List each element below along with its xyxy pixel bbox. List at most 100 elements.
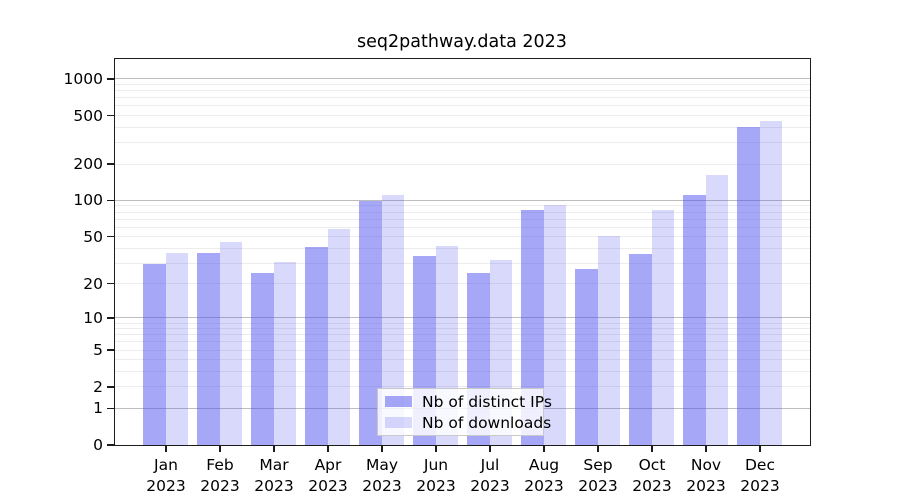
legend-swatch-distinct-ips [385, 396, 412, 407]
x-tick-label: Feb 2023 [188, 455, 252, 497]
x-axis-tick [435, 446, 437, 452]
x-axis-tick [651, 446, 653, 452]
y-gridline-minor [115, 163, 810, 165]
x-tick-label: Aug 2023 [512, 455, 576, 497]
y-gridline-minor [115, 371, 810, 373]
x-tick-label: Sep 2023 [566, 455, 630, 497]
x-tick-year: 2023 [524, 477, 564, 495]
x-tick-month: Feb [206, 456, 234, 474]
y-tick-label: 0 [93, 436, 103, 454]
y-axis-tick [107, 163, 114, 165]
y-gridline-minor [115, 322, 810, 324]
y-tick-label: 1 [93, 399, 103, 418]
y-tick-label: 50 [83, 227, 103, 246]
x-tick-year: 2023 [578, 477, 618, 495]
y-gridline-minor [115, 236, 810, 238]
x-tick-label: Dec 2023 [728, 455, 792, 497]
y-gridline-minor [115, 97, 810, 99]
y-axis-tick [107, 78, 114, 80]
x-tick-year: 2023 [200, 477, 240, 495]
x-tick-year: 2023 [740, 477, 780, 495]
y-gridline-minor [115, 283, 810, 285]
legend-row-distinct-ips: Nb of distinct IPs [385, 393, 552, 411]
y-gridline-minor [115, 142, 810, 144]
bar-distinct-ips-may [359, 200, 382, 445]
x-tick-year: 2023 [308, 477, 348, 495]
y-gridline-major [115, 199, 810, 201]
x-axis-tick [543, 446, 545, 452]
y-gridline-minor [115, 247, 810, 249]
x-tick-year: 2023 [254, 477, 294, 495]
y-gridline-major [115, 78, 810, 80]
y-tick-label: 5 [93, 341, 103, 360]
x-axis-tick [273, 446, 275, 452]
y-tick-label: 2 [93, 377, 103, 396]
y-axis-tick [107, 317, 114, 319]
x-tick-label: May 2023 [350, 455, 414, 497]
x-axis-tick [759, 446, 761, 452]
x-tick-year: 2023 [470, 477, 510, 495]
x-tick-month: Jul [480, 456, 500, 474]
bar-distinct-ips-mar [251, 272, 274, 445]
legend-label-downloads: Nb of downloads [422, 413, 552, 432]
x-axis-tick [381, 446, 383, 452]
bar-downloads-jan [165, 252, 188, 445]
bar-distinct-ips-sep [575, 268, 598, 445]
x-tick-month: Dec [745, 456, 775, 474]
x-axis-tick [327, 446, 329, 452]
x-axis-tick [489, 446, 491, 452]
y-axis-tick [107, 349, 114, 351]
bar-distinct-ips-feb [197, 252, 220, 445]
x-tick-year: 2023 [146, 477, 186, 495]
bar-downloads-nov [705, 174, 728, 445]
y-tick-label: 10 [83, 308, 103, 327]
x-tick-month: Nov [690, 456, 722, 474]
chart-title: seq2pathway.data 2023 [357, 32, 567, 52]
bar-downloads-sep [597, 236, 620, 445]
y-gridline-minor [115, 328, 810, 330]
bar-downloads-may [381, 195, 404, 445]
y-gridline-minor [115, 349, 810, 351]
x-axis-tick [597, 446, 599, 452]
y-gridline-minor [115, 262, 810, 264]
x-tick-month: Oct [638, 456, 666, 474]
bar-distinct-ips-dec [737, 126, 760, 445]
bar-distinct-ips-nov [683, 195, 706, 445]
x-tick-month: Jun [423, 456, 449, 474]
legend: Nb of distinct IPs Nb of downloads [377, 388, 552, 436]
x-tick-year: 2023 [686, 477, 726, 495]
y-tick-label: 1000 [63, 69, 103, 88]
y-axis-tick [107, 444, 114, 446]
bar-distinct-ips-oct [629, 254, 652, 445]
x-tick-month: Jan [154, 456, 178, 474]
y-axis-tick [107, 114, 114, 117]
bar-downloads-apr [327, 229, 350, 445]
y-gridline-minor [115, 115, 810, 117]
y-gridline-minor [115, 226, 810, 228]
x-tick-month: Apr [314, 456, 342, 474]
legend-label-distinct-ips: Nb of distinct IPs [422, 392, 552, 411]
y-gridline-minor [115, 334, 810, 336]
x-tick-year: 2023 [362, 477, 402, 495]
y-gridline-minor [115, 84, 810, 86]
bar-distinct-ips-aug [521, 210, 544, 445]
y-gridline-minor [115, 359, 810, 361]
x-tick-label: Oct 2023 [620, 455, 684, 497]
x-axis-tick [705, 446, 707, 452]
y-axis-tick [107, 199, 114, 202]
bar-downloads-oct [651, 210, 674, 445]
x-tick-label: Mar 2023 [242, 455, 306, 497]
y-gridline-minor [115, 218, 810, 220]
y-gridline-minor [115, 341, 810, 343]
y-gridline-minor [115, 90, 810, 92]
y-gridline-minor [115, 205, 810, 207]
y-tick-label: 200 [73, 155, 103, 173]
y-tick-label: 20 [83, 274, 103, 293]
bar-downloads-aug [543, 204, 566, 445]
y-gridline-minor [115, 211, 810, 213]
x-tick-label: Jan 2023 [134, 455, 198, 497]
y-gridline-minor [115, 126, 810, 128]
x-tick-month: May [365, 456, 399, 474]
y-gridline-minor [115, 386, 810, 388]
